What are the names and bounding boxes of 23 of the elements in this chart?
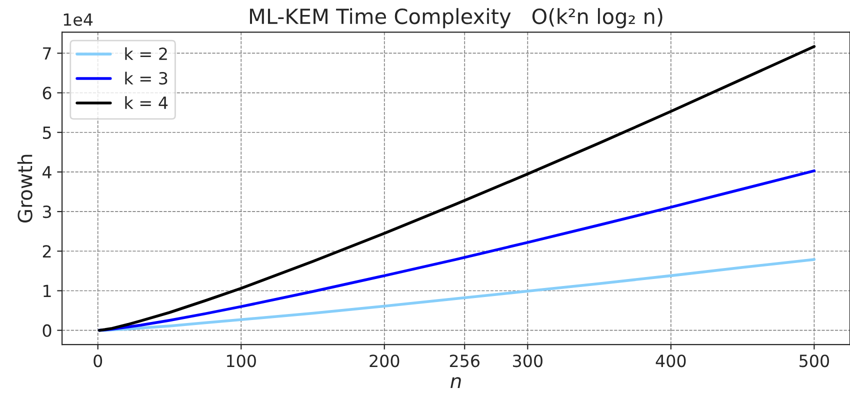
legend-label: k = 4 (125, 96, 168, 109)
y-tick-label: 6 (42, 86, 52, 100)
y-tick-label: 2 (42, 245, 51, 258)
chart-title: ML-KEM Time Complexity O(k²n log₂ n) (250, 8, 662, 28)
x-tick-label: 300 (513, 354, 542, 368)
legend-label: k = 2 (125, 47, 167, 60)
y-axis-title: Growth (17, 154, 32, 222)
x-tick-label: 400 (656, 354, 686, 368)
text: 1e4 (64, 14, 93, 26)
y-tick-label: 7 (43, 47, 51, 60)
x-tick-label: 200 (370, 354, 400, 368)
line-series (98, 45, 816, 332)
y-tick-label: 1 (44, 284, 51, 298)
x-tick-label: 500 (800, 354, 829, 368)
x-tick-label: 100 (227, 354, 256, 368)
y-tick-label: 5 (43, 126, 51, 139)
x-axis-title: n (450, 377, 461, 388)
x-tick-label: 0 (94, 354, 102, 368)
y-tick-label: 0 (42, 324, 52, 337)
y-tick-label: 4 (42, 166, 52, 178)
y-tick-label: 3 (42, 206, 51, 218)
x-tick-label: 256 (450, 354, 480, 368)
legend-label: k = 3 (125, 72, 168, 85)
